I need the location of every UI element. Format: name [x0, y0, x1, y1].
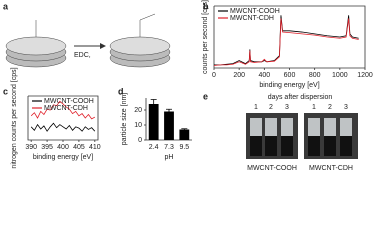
x-tick-label: 400 — [258, 72, 270, 79]
day-label: 1 — [254, 104, 258, 111]
spectrum-line — [214, 15, 359, 66]
x-tick-label: 2.4 — [149, 144, 159, 151]
y-axis-label: counts per second [cps] — [202, 0, 209, 74]
spectrum-line — [213, 18, 359, 66]
photo-title: days after dispersion — [268, 94, 333, 101]
panel-label: a — [3, 1, 9, 11]
spectrum-line — [30, 122, 96, 132]
y-axis-label: particle size [nm] — [121, 93, 128, 146]
error-bar — [181, 128, 188, 130]
y-tick-label: 10 — [134, 122, 142, 129]
nanotube-schematic — [5, 13, 171, 68]
x-tick-label: 400 — [57, 144, 69, 151]
day-label: 2 — [328, 104, 332, 111]
y-axis-label: nitrogen counts per second [cps] — [11, 67, 18, 168]
x-tick-label: 1200 — [357, 72, 373, 79]
x-tick-label: 410 — [89, 144, 101, 151]
legend-label: MWCNT-COOH — [230, 8, 280, 15]
panel-label: b — [203, 1, 209, 11]
x-tick-label: 800 — [309, 72, 321, 79]
x-tick-label: 9.5 — [179, 144, 189, 151]
x-tick-label: 7.3 — [164, 144, 174, 151]
error-bar — [150, 99, 157, 104]
x-tick-label: 405 — [73, 144, 85, 151]
reaction-arrow — [74, 43, 106, 49]
bar — [164, 111, 174, 140]
y-tick-label: 0 — [138, 137, 142, 144]
vial-photos — [246, 113, 358, 159]
bar — [148, 104, 159, 140]
x-axis-label: binding energy [eV] — [259, 82, 319, 89]
panel-label: d — [118, 86, 124, 96]
axes — [27, 95, 99, 141]
x-axis-label: pH — [165, 154, 174, 161]
figure: a EDC, e days after dispersion 1 2 3 1 2… — [3, 0, 373, 172]
x-tick-label: 600 — [284, 72, 296, 79]
sample-label: MWCNT-COOH — [247, 165, 297, 172]
bar — [179, 129, 190, 140]
sample-label: MWCNT-CDH — [309, 165, 353, 172]
x-tick-label: 1000 — [332, 72, 348, 79]
error-bar — [166, 108, 172, 112]
day-label: 3 — [285, 104, 289, 111]
x-axis-label: binding energy [eV] — [33, 154, 93, 161]
day-label: 3 — [344, 104, 348, 111]
legend-label: MWCNT-CDH — [44, 105, 88, 112]
day-label: 2 — [269, 104, 273, 111]
x-tick-label: 200 — [233, 72, 245, 79]
x-tick-label: 390 — [25, 144, 37, 151]
x-tick-label: 395 — [41, 144, 53, 151]
spectrum-line — [30, 100, 96, 120]
legend-label: MWCNT-CDH — [230, 15, 274, 22]
panel-label: c — [3, 86, 8, 96]
day-label: 1 — [312, 104, 316, 111]
y-tick-label: 20 — [134, 107, 142, 114]
panel-label: e — [203, 91, 208, 101]
x-tick-label: 0 — [212, 72, 216, 79]
reagent: EDC, — [74, 52, 91, 59]
legend-label: MWCNT-COOH — [44, 98, 94, 105]
